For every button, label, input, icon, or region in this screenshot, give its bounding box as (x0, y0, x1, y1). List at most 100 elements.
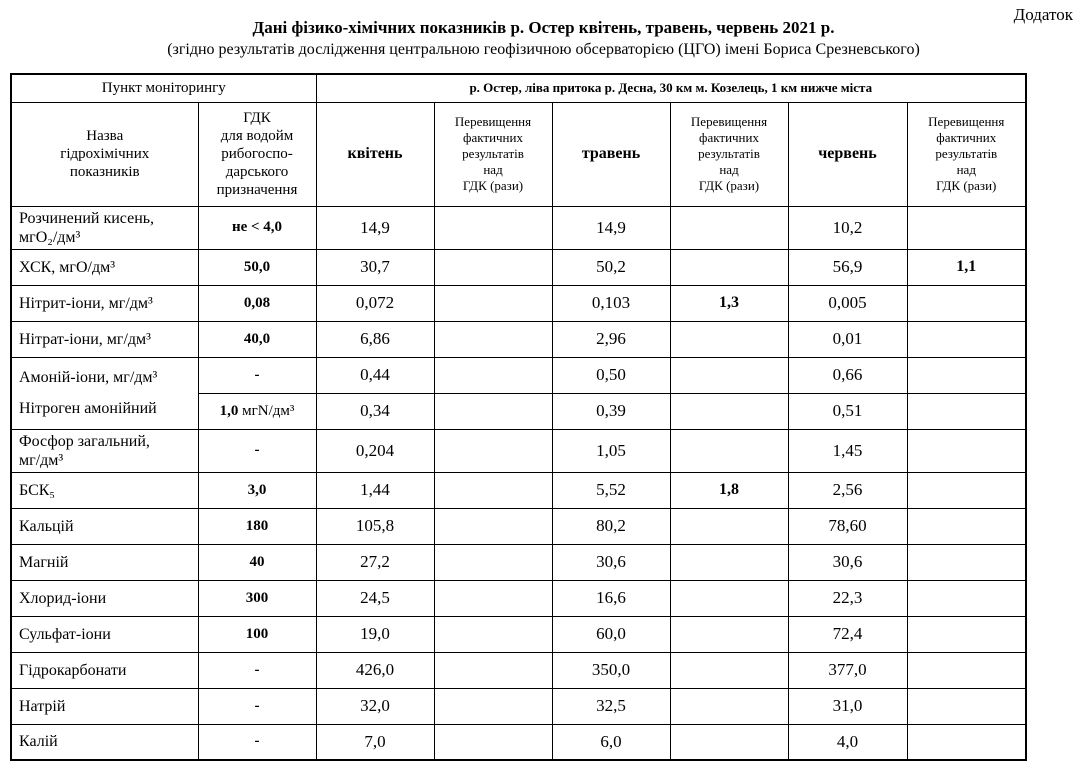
may-value-cell: 60,0 (551, 615, 671, 653)
may-exceed-cell (669, 320, 789, 358)
indicator-name-cell: ХСК, мгО/дм³ (10, 248, 199, 286)
water-quality-table: Пункт моніторингу р. Остер, ліва притока… (10, 73, 1028, 761)
may-value-cell: 1,05 (551, 428, 671, 473)
monitoring-point-header: Пункт моніторингу (10, 73, 317, 103)
gdk-cell: 40,0 (197, 320, 317, 358)
june-exceed-cell (906, 723, 1027, 761)
station-header: р. Остер, ліва притока р. Десна, 30 км м… (315, 73, 1027, 103)
indicator-name-cell: Гідрокарбонати (10, 651, 199, 689)
june-value-cell: 1,45 (787, 428, 908, 473)
june-value-cell: 0,005 (787, 284, 908, 322)
gdk-value: не < 4,0 (231, 219, 283, 235)
april-exceed-cell (433, 579, 553, 617)
june-column-header: червень (787, 101, 908, 207)
table-row: Амоній-іони, мг/дм³ Нітроген амонійний - 0,… (10, 356, 1027, 430)
may-exceed-cell (669, 543, 789, 581)
june-exceed-cell (906, 579, 1027, 617)
april-value-cell: 14,9 (315, 205, 435, 250)
may-exceed-cell (669, 392, 789, 430)
may-value-cell: 30,6 (551, 543, 671, 581)
indicator-column-header: Назва гідрохімічних показників (10, 101, 199, 207)
may-exceed-cell (669, 723, 789, 761)
april-value-cell: 0,34 (315, 392, 435, 430)
may-exceed-cell (669, 248, 789, 286)
may-exceed-cell (669, 205, 789, 250)
april-value-cell: 30,7 (315, 248, 435, 286)
gdk-value: 100 (245, 625, 269, 642)
gdk-value: 1,0 (219, 402, 239, 419)
indicator-name-cell: Магній (10, 543, 199, 581)
gdk-unit: мгN/дм³ (238, 402, 295, 419)
june-exceed-cell (906, 651, 1027, 689)
table-row: Хлорид-іони 300 24,5 16,6 22,3 (10, 579, 1027, 617)
may-column-header: травень (551, 101, 671, 207)
gdk-column-header: ГДК для водойм рибогоспо- дарського приз… (197, 101, 317, 207)
april-value-cell: 32,0 (315, 687, 435, 725)
table-row: 1,0 мгN/дм³ 0,34 0,39 0,51 (11, 392, 1027, 430)
april-exceed-cell (433, 356, 553, 394)
gdk-cell: 3,0 (197, 471, 317, 509)
gdk-cell: - (197, 723, 317, 761)
june-value-cell: 78,60 (787, 507, 908, 545)
table-row: ХСК, мгО/дм³ 50,0 30,7 50,2 56,9 1,1 (10, 248, 1027, 286)
table-row: Калій - 7,0 6,0 4,0 (10, 723, 1027, 761)
april-value-cell: 0,44 (315, 356, 435, 394)
april-exceed-cell (433, 543, 553, 581)
document-page: Додаток Дані фізико-хімічних показників … (10, 5, 1073, 761)
april-exceed-cell (433, 507, 553, 545)
may-value-cell: 50,2 (551, 248, 671, 286)
indicator-name-cell: Нітрит-іони, мг/дм³ (10, 284, 199, 322)
june-value-cell: 0,66 (787, 356, 908, 394)
gdk-value: - (254, 366, 260, 383)
may-value-cell: 32,5 (551, 687, 671, 725)
june-exceed-cell: 1,1 (906, 248, 1027, 286)
table-row: Нітрит-іони, мг/дм³ 0,08 0,072 0,103 1,3 0,00… (10, 284, 1027, 322)
april-exceed-cell (433, 651, 553, 689)
gdk-cell: - (197, 356, 317, 394)
table-row: Натрій - 32,0 32,5 31,0 (10, 687, 1027, 725)
may-value-cell: 0,39 (551, 392, 671, 430)
june-value-cell: 30,6 (787, 543, 908, 581)
april-exceed-cell (433, 615, 553, 653)
april-exceed-cell (433, 248, 553, 286)
april-exceed-cell (433, 205, 553, 250)
table-row: Розчинений кисень, мгО₂/дм³ не < 4,0 14,9 1… (10, 205, 1027, 250)
gdk-cell: 180 (197, 507, 317, 545)
april-value-cell: 0,204 (315, 428, 435, 473)
gdk-value: 40,0 (243, 330, 271, 347)
gdk-value: - (254, 697, 260, 714)
may-value-cell: 80,2 (551, 507, 671, 545)
june-value-cell: 2,56 (787, 471, 908, 509)
may-exceed-cell (669, 687, 789, 725)
gdk-cell: 1,0 мгN/дм³ (197, 392, 317, 430)
may-value-cell: 5,52 (551, 471, 671, 509)
may-exceed-cell (669, 356, 789, 394)
may-exceed-cell (669, 428, 789, 473)
table-row: Магній 40 27,2 30,6 30,6 (10, 543, 1027, 581)
april-value-cell: 1,44 (315, 471, 435, 509)
indicator-name-cell: Хлорид-іони (10, 579, 199, 617)
indicator-name-cell: Сульфат-іони (10, 615, 199, 653)
april-value-cell: 27,2 (315, 543, 435, 581)
june-value-cell: 72,4 (787, 615, 908, 653)
may-value-cell: 0,103 (551, 284, 671, 322)
may-exceed-column-header: Перевищення фактичних результатів над ГД… (669, 101, 789, 207)
indicator-name-cell: Фосфор загальний, мг/дм³ (10, 428, 199, 473)
june-value-cell: 0,01 (787, 320, 908, 358)
april-exceed-cell (433, 284, 553, 322)
april-exceed-cell (433, 471, 553, 509)
gdk-value: - (254, 442, 260, 458)
april-value-cell: 6,86 (315, 320, 435, 358)
gdk-cell: - (197, 428, 317, 473)
june-exceed-cell (906, 507, 1027, 545)
april-exceed-cell (433, 428, 553, 473)
june-value-cell: 4,0 (787, 723, 908, 761)
april-column-header: квітень (315, 101, 435, 207)
may-value-cell: 0,50 (551, 356, 671, 394)
table-row: Гідрокарбонати - 426,0 350,0 377,0 (10, 651, 1027, 689)
june-exceed-cell (906, 428, 1027, 473)
page-title: Дані фізико-хімічних показників р. Остер… (252, 18, 835, 37)
june-value-cell: 0,51 (787, 392, 908, 430)
june-value-cell: 56,9 (787, 248, 908, 286)
indicator-name-cell: БСК₅ (10, 471, 199, 509)
